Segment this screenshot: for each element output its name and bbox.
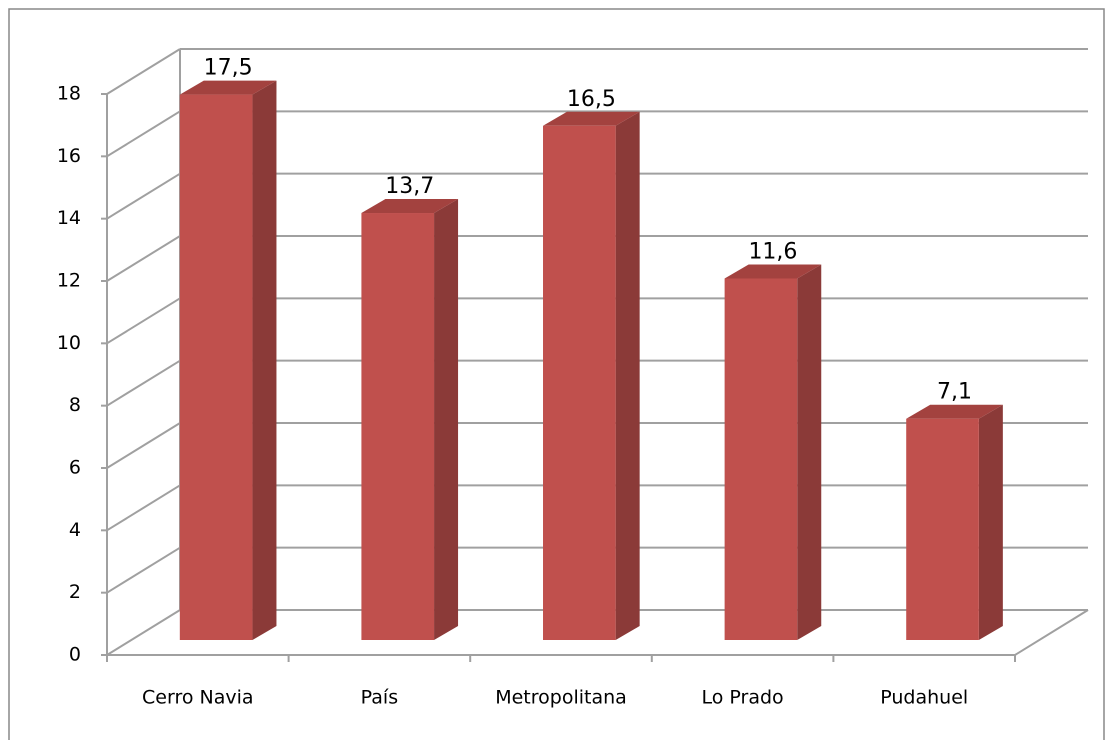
y-tick-label: 16 xyxy=(57,145,81,167)
x-tick-label: Pudahuel xyxy=(880,687,968,709)
bar xyxy=(179,94,253,641)
value-label: 16,5 xyxy=(567,87,616,112)
value-label: 13,7 xyxy=(385,174,434,199)
grid-line-side xyxy=(106,359,181,407)
y-tick-label: 14 xyxy=(57,207,81,229)
bar-side xyxy=(615,111,640,640)
bar-side xyxy=(434,199,459,640)
grid-line-side xyxy=(106,172,181,220)
x-tick-label: Lo Prado xyxy=(702,687,784,709)
grid-line-side xyxy=(106,484,181,532)
y-tick-label: 8 xyxy=(69,394,81,416)
value-label: 7,1 xyxy=(937,380,972,405)
grid-line-side xyxy=(106,546,181,594)
grid-line-side xyxy=(106,422,181,469)
bar-top xyxy=(906,404,1003,419)
value-label: 17,5 xyxy=(204,56,253,81)
x-tick-label: País xyxy=(361,687,398,709)
y-tick-label: 10 xyxy=(57,332,81,354)
x-tick-label: Cerro Navia xyxy=(142,687,254,709)
y-tick-label: 18 xyxy=(57,83,81,105)
y-tick-label: 2 xyxy=(69,581,81,603)
y-tick-label: 4 xyxy=(69,519,81,541)
value-label: 11,6 xyxy=(748,239,797,264)
bar-side xyxy=(797,264,822,640)
x-tick-label: Metropolitana xyxy=(495,687,627,709)
y-tick-label: 6 xyxy=(69,457,81,479)
y-tick-label: 0 xyxy=(69,644,81,666)
bar xyxy=(361,213,435,640)
bar-top xyxy=(179,80,277,95)
bar-side xyxy=(978,404,1003,640)
grid-line-side xyxy=(106,609,181,656)
y-tick-label: 12 xyxy=(57,270,81,292)
bar xyxy=(724,278,798,640)
bar-side xyxy=(252,80,277,641)
grid-line-side xyxy=(106,48,181,95)
bar-top xyxy=(361,199,459,214)
bar xyxy=(543,125,616,640)
grid-line-side xyxy=(106,110,181,158)
grid-line-side xyxy=(106,297,181,345)
bar-top xyxy=(543,111,640,126)
bar-top xyxy=(724,264,822,279)
grid-line-side xyxy=(106,235,181,282)
bar xyxy=(906,418,979,640)
